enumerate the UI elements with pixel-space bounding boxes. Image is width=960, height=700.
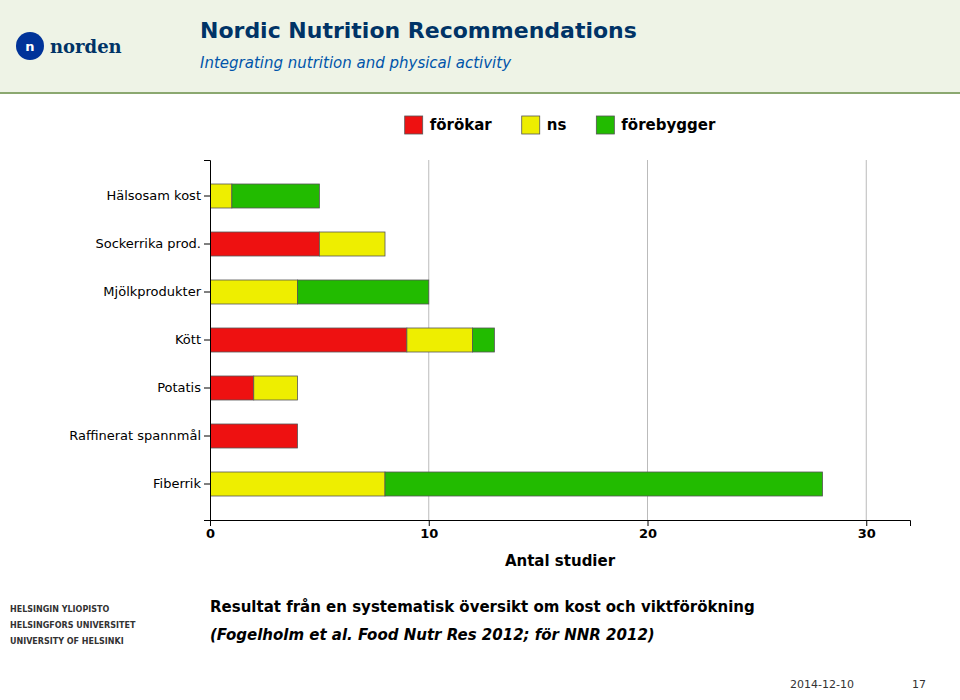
footer-institution: UNIVERSITY OF HELSINKI — [10, 637, 124, 646]
legend-swatch — [522, 116, 540, 134]
grid — [429, 160, 867, 520]
y-tick-mark — [204, 340, 210, 341]
y-tick-label: Raffinerat spannmål — [69, 428, 201, 443]
bar-segment — [473, 328, 495, 352]
footer-source: (Fogelholm et al. Food Nutr Res 2012; fö… — [210, 626, 655, 644]
bar-segment — [254, 376, 298, 400]
x-tick-mark — [648, 520, 649, 526]
y-tick: Hälsosam kost — [106, 188, 210, 203]
legend: förökar ns förebygger — [405, 116, 716, 134]
bar-segment — [232, 184, 320, 208]
bar-segment — [210, 376, 254, 400]
footer-institution: HELSINGIN YLIOPISTO — [10, 605, 109, 614]
x-tick-label: 0 — [206, 526, 215, 541]
x-tick-label: 20 — [639, 526, 657, 541]
header: n norden Nordic Nutrition Recommendations I… — [0, 0, 960, 94]
y-tick-mark — [204, 292, 210, 293]
grid-line — [647, 160, 648, 520]
footer: Resultat från en systematisk översikt om… — [10, 598, 926, 691]
logo-letter: n — [25, 39, 34, 54]
y-tick: Mjölkprodukter — [103, 284, 210, 299]
bar-segment — [210, 328, 407, 352]
x-tick-label: 30 — [858, 526, 876, 541]
footer-date: 2014-12-10 — [790, 678, 854, 691]
y-tick-label: Potatis — [157, 380, 201, 395]
footer-page: 17 — [912, 678, 926, 691]
chart-root: n norden Nordic Nutrition Recommendations I… — [0, 0, 960, 700]
logo-text: norden — [50, 36, 122, 57]
y-tick-label: Mjölkprodukter — [103, 284, 201, 299]
legend-label: ns — [547, 116, 567, 134]
legend-swatch — [596, 116, 614, 134]
y-tick: Fiberrik — [153, 476, 210, 491]
bar-segment — [210, 424, 298, 448]
legend-label: förebygger — [621, 116, 716, 134]
footer-institution: HELSINGFORS UNIVERSITET — [10, 621, 136, 630]
y-tick-label: Sockerrika prod. — [95, 236, 201, 251]
x-tick-label: 10 — [420, 526, 438, 541]
bar-segment — [407, 328, 473, 352]
legend-label: förökar — [430, 116, 493, 134]
bar-segment — [210, 232, 319, 256]
y-tick-mark — [204, 196, 210, 197]
y-tick: Raffinerat spannmål — [69, 428, 210, 443]
y-tick-mark — [204, 244, 210, 245]
bar-segment — [385, 472, 823, 496]
title: Nordic Nutrition Recommendations — [200, 18, 637, 43]
bar-segment — [210, 280, 298, 304]
legend-item: förebygger — [596, 116, 716, 134]
bars — [210, 184, 823, 496]
subtitle: Integrating nutrition and physical activ… — [200, 54, 512, 72]
header-rule — [0, 92, 960, 94]
y-tick-label: Kött — [175, 332, 201, 347]
y-tick-mark — [204, 388, 210, 389]
bar-segment — [319, 232, 385, 256]
y-axis-line — [204, 161, 211, 521]
x-axis-line — [211, 521, 911, 527]
footer-text: Resultat från en systematisk översikt om… — [210, 598, 755, 616]
y-tick: Kött — [175, 332, 210, 347]
y-tick: Potatis — [157, 380, 210, 395]
y-tick-label: Hälsosam kost — [106, 188, 201, 203]
x-axis: 0 10 20 30 — [206, 520, 911, 541]
logo-circle — [16, 32, 44, 60]
x-axis-title: Antal studier — [505, 552, 616, 570]
y-tick-mark — [204, 484, 210, 485]
grid-line — [866, 160, 867, 520]
header-background — [0, 0, 960, 92]
x-tick: 20 — [639, 520, 657, 541]
legend-item: förökar — [405, 116, 493, 134]
y-tick-mark — [204, 436, 210, 437]
x-tick-mark — [429, 520, 430, 526]
plot: 0 10 20 30 Hälsosam kost Sockerrika prod. Mjöl… — [69, 160, 910, 541]
legend-swatch — [405, 116, 423, 134]
x-tick: 10 — [420, 520, 438, 541]
bar-segment — [298, 280, 429, 304]
bar-segment — [210, 184, 232, 208]
x-tick: 30 — [858, 520, 876, 541]
y-tick-label: Fiberrik — [153, 476, 201, 491]
legend-item: ns — [522, 116, 567, 134]
x-tick: 0 — [206, 520, 215, 541]
y-tick: Sockerrika prod. — [95, 236, 210, 251]
x-tick-mark — [866, 520, 867, 526]
y-axis: Hälsosam kost Sockerrika prod. Mjölkproduk… — [69, 161, 210, 521]
bar-segment — [210, 472, 385, 496]
